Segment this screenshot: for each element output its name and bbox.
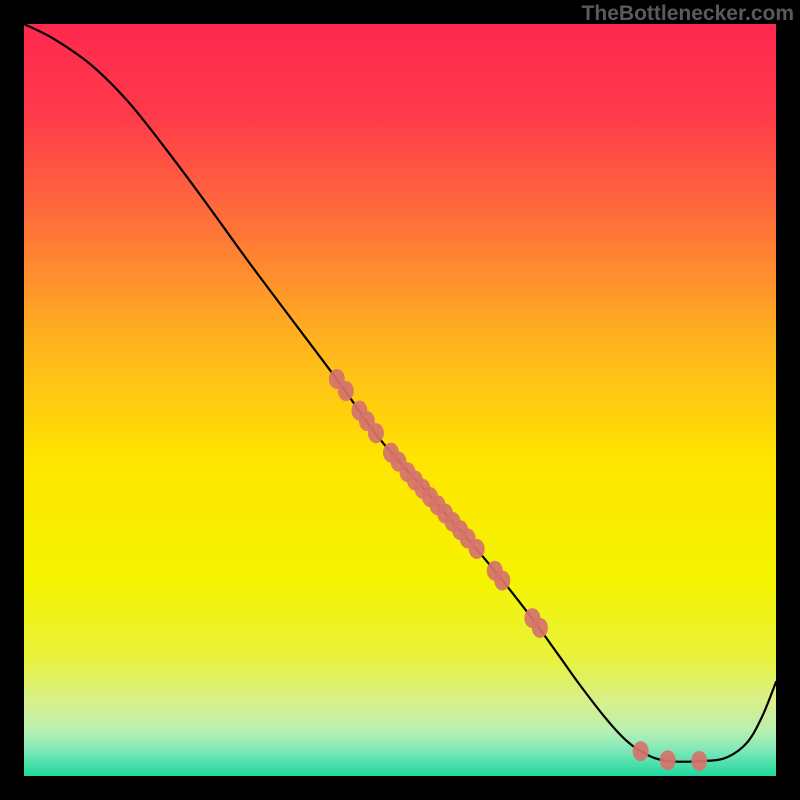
- data-marker: [691, 751, 707, 771]
- data-marker: [469, 539, 485, 559]
- data-marker: [660, 750, 676, 770]
- data-marker: [338, 381, 354, 401]
- data-marker: [532, 618, 548, 638]
- chart-stage: TheBottlenecker.com: [0, 0, 800, 800]
- bottleneck-curve-chart: [0, 0, 800, 800]
- data-marker: [368, 423, 384, 443]
- plot-background: [24, 24, 776, 776]
- data-marker: [633, 741, 649, 761]
- data-marker: [494, 570, 510, 590]
